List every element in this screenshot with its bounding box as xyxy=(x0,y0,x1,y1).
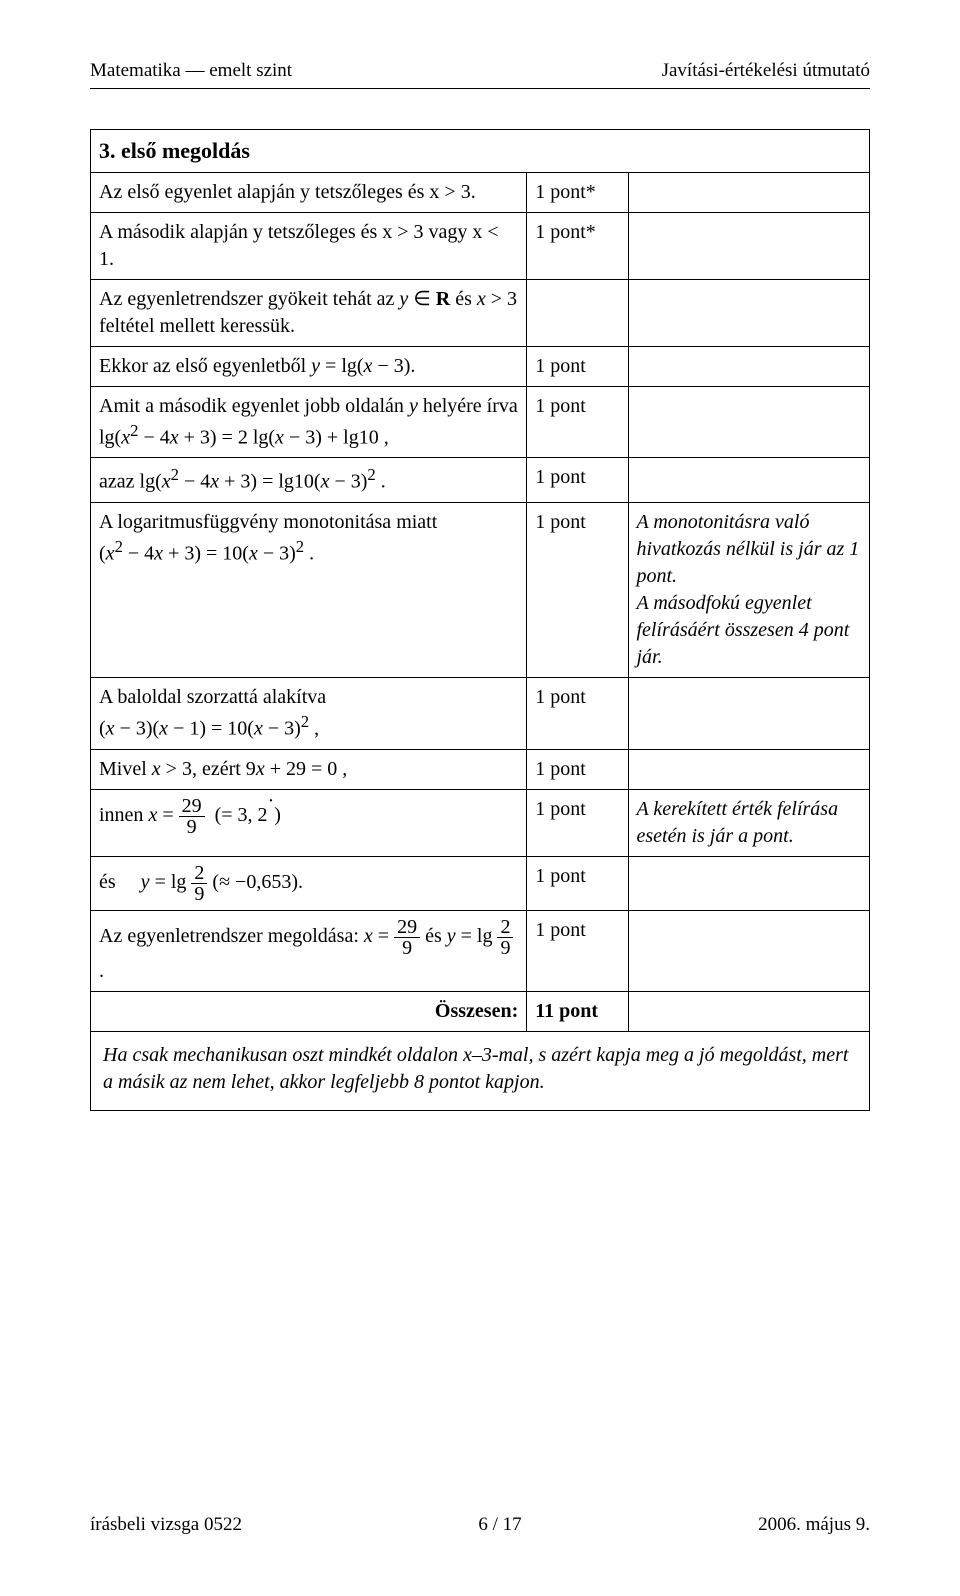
table-cell-points: 1 pont* xyxy=(527,172,628,212)
table-cell-points: 1 pont xyxy=(527,386,628,458)
sum-label: Összesen: xyxy=(91,991,527,1031)
table-cell-left: Ekkor az első egyenletből y = lg(x − 3). xyxy=(91,346,527,386)
table-cell-points: 1 pont xyxy=(527,503,628,678)
sum-right xyxy=(628,991,870,1031)
table-cell-comment xyxy=(628,749,870,789)
table-cell-left: azaz lg(x2 − 4x + 3) = lg10(x − 3)2 . xyxy=(91,458,527,503)
solution-table: 3. első megoldás Az első egyenlet alapjá… xyxy=(90,129,870,1032)
table-cell-points: 1 pont xyxy=(527,346,628,386)
footer-center: 6 / 17 xyxy=(478,1514,521,1536)
table-cell-points: 1 pont xyxy=(527,856,628,910)
table-cell-comment xyxy=(628,678,870,750)
table-cell-points: 1 pont xyxy=(527,458,628,503)
table-cell-points: 1 pont xyxy=(527,910,628,991)
table-cell-comment xyxy=(628,346,870,386)
header-rule xyxy=(90,88,870,89)
sum-value: 11 pont xyxy=(527,991,628,1031)
table-cell-left: Az első egyenlet alapján y tetszőleges é… xyxy=(91,172,527,212)
table-cell-left: Az egyenletrendszer megoldása: x = 299 é… xyxy=(91,910,527,991)
bottom-note: Ha csak mechanikusan oszt mindkét oldalo… xyxy=(90,1032,870,1111)
table-cell-comment xyxy=(628,172,870,212)
header-left: Matematika — emelt szint xyxy=(90,60,292,82)
table-cell-left: Amit a második egyenlet jobb oldalán y h… xyxy=(91,386,527,458)
table-cell-points: 1 pont xyxy=(527,749,628,789)
table-cell-comment: A monotonitásra való hivatkozás nélkül i… xyxy=(628,503,870,678)
table-cell-comment xyxy=(628,212,870,279)
table-cell-left: A második alapján y tetszőleges és x > 3… xyxy=(91,212,527,279)
table-cell-left: Mivel x > 3, ezért 9x + 29 = 0 , xyxy=(91,749,527,789)
table-cell-left: és y = lg 29 (≈ −0,653). xyxy=(91,856,527,910)
table-cell-comment xyxy=(628,386,870,458)
table-cell-points: 1 pont xyxy=(527,789,628,856)
footer-left: írásbeli vizsga 0522 xyxy=(90,1514,242,1536)
table-cell-left: innen x = 299 (= 3, 2·) xyxy=(91,789,527,856)
footer-right: 2006. május 9. xyxy=(758,1514,870,1536)
table-cell-comment xyxy=(628,279,870,346)
table-cell-comment xyxy=(628,458,870,503)
table-cell-points: 1 pont* xyxy=(527,212,628,279)
table-cell-points: 1 pont xyxy=(527,678,628,750)
table-cell-left: A baloldal szorzattá alakítva(x − 3)(x −… xyxy=(91,678,527,750)
table-cell-comment: A kerekített érték felírása esetén is já… xyxy=(628,789,870,856)
section-title: 3. első megoldás xyxy=(99,136,861,166)
table-cell-comment xyxy=(628,856,870,910)
header-right: Javítási-értékelési útmutató xyxy=(662,60,870,82)
table-cell-left: A logaritmusfüggvény monotonitása miatt(… xyxy=(91,503,527,678)
table-cell-comment xyxy=(628,910,870,991)
table-cell-left: Az egyenletrendszer gyökeit tehát az y ∈… xyxy=(91,279,527,346)
table-cell-points xyxy=(527,279,628,346)
